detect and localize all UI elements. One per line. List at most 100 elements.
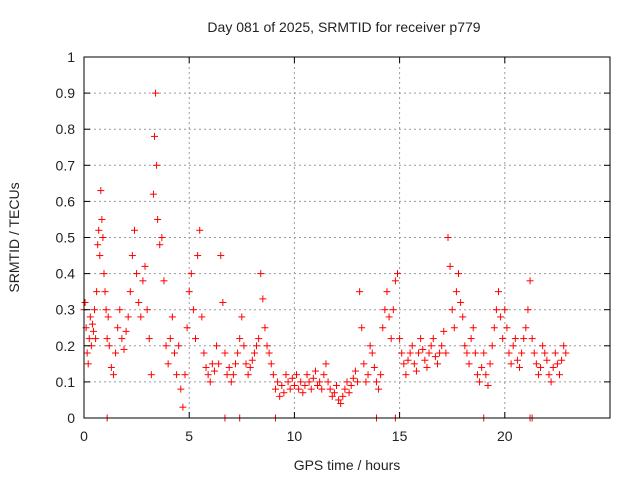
- data-point: [107, 363, 115, 371]
- data-point: [196, 226, 204, 234]
- data-point: [556, 371, 564, 379]
- data-point: [543, 356, 551, 364]
- data-point: [427, 342, 435, 350]
- data-point: [86, 313, 94, 321]
- data-point: [328, 392, 336, 400]
- data-point: [539, 342, 547, 350]
- data-point: [478, 363, 486, 371]
- data-point: [345, 389, 353, 397]
- data-point: [89, 327, 97, 335]
- data-point: [225, 363, 233, 371]
- data-point: [112, 349, 120, 357]
- data-point: [499, 335, 507, 343]
- data-point: [234, 349, 242, 357]
- y-tick-label: 0: [67, 410, 75, 426]
- data-point: [83, 349, 91, 357]
- data-point: [431, 353, 439, 361]
- data-point: [383, 288, 391, 296]
- data-point: [208, 360, 216, 368]
- data-point: [164, 360, 172, 368]
- data-point: [419, 345, 427, 353]
- data-point: [267, 360, 275, 368]
- data-point: [160, 277, 168, 285]
- data-point: [183, 324, 191, 332]
- data-point: [326, 385, 334, 393]
- data-point: [114, 324, 122, 332]
- data-point: [309, 374, 317, 382]
- data-point: [223, 371, 231, 379]
- data-point: [518, 349, 526, 357]
- data-point: [507, 360, 515, 368]
- data-point: [213, 342, 221, 350]
- data-point: [549, 363, 557, 371]
- data-point: [135, 298, 143, 306]
- data-point: [192, 335, 200, 343]
- data-point: [118, 335, 126, 343]
- data-point: [290, 382, 298, 390]
- data-point: [406, 349, 414, 357]
- data-point: [96, 252, 104, 260]
- data-point: [379, 324, 387, 332]
- data-point: [341, 385, 349, 393]
- data-point: [210, 367, 218, 375]
- data-point: [366, 342, 374, 350]
- data-point: [560, 342, 568, 350]
- data-point: [181, 371, 189, 379]
- data-point: [100, 270, 108, 278]
- data-point: [467, 335, 475, 343]
- data-point: [526, 277, 534, 285]
- data-point: [389, 306, 397, 314]
- data-point: [84, 360, 92, 368]
- axis-ticks: 00.10.20.30.40.50.60.70.80.910 5 10 15 20: [56, 49, 610, 444]
- y-tick-label: 0.6: [56, 193, 76, 209]
- data-point: [240, 342, 248, 350]
- data-point: [168, 313, 176, 321]
- data-point: [88, 320, 96, 328]
- data-point: [318, 385, 326, 393]
- data-point: [221, 349, 229, 357]
- data-point: [396, 335, 404, 343]
- data-point: [541, 349, 549, 357]
- data-point: [293, 371, 301, 379]
- data-point: [547, 378, 555, 386]
- data-point: [255, 335, 263, 343]
- data-point: [269, 371, 277, 379]
- data-point: [139, 277, 147, 285]
- data-point: [490, 324, 498, 332]
- data-point: [473, 371, 481, 379]
- grid: [84, 57, 610, 418]
- chart-title: Day 081 of 2025, SRMTID for receiver p77…: [207, 19, 480, 35]
- y-tick-label: 0.5: [56, 230, 76, 246]
- data-point: [116, 306, 124, 314]
- x-tick-label: 20: [497, 428, 513, 444]
- data-point: [215, 360, 223, 368]
- data-point: [442, 349, 450, 357]
- data-point: [494, 288, 502, 296]
- data-point: [421, 356, 429, 364]
- data-point: [408, 342, 416, 350]
- data-point: [436, 349, 444, 357]
- data-point: [375, 385, 383, 393]
- data-point: [410, 360, 418, 368]
- data-point: [194, 252, 202, 260]
- data-point: [94, 241, 102, 249]
- data-point: [153, 161, 161, 169]
- data-point: [381, 306, 389, 314]
- data-point: [476, 378, 484, 386]
- data-point: [551, 349, 559, 357]
- data-point: [101, 288, 109, 296]
- data-point: [461, 342, 469, 350]
- data-point: [524, 306, 532, 314]
- data-point: [438, 342, 446, 350]
- data-point: [265, 349, 273, 357]
- data-point: [250, 349, 258, 357]
- data-point: [465, 360, 473, 368]
- data-point: [229, 371, 237, 379]
- data-point: [332, 382, 340, 390]
- data-point: [263, 342, 271, 350]
- data-point: [104, 313, 112, 321]
- data-point: [141, 262, 149, 270]
- data-point: [295, 385, 303, 393]
- data-point: [109, 371, 117, 379]
